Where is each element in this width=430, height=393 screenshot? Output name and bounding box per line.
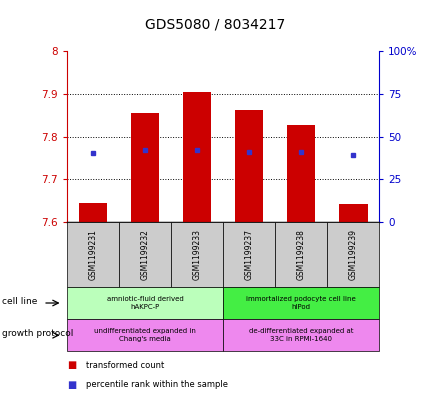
Text: immortalized podocyte cell line
hlPod: immortalized podocyte cell line hlPod (246, 296, 355, 310)
Bar (67, 319, 223, 351)
Text: GSM1199237: GSM1199237 (244, 229, 253, 280)
Text: ■: ■ (67, 360, 76, 370)
Bar (286, 125, 315, 222)
Bar (130, 113, 159, 222)
Bar (338, 204, 367, 222)
Text: GSM1199232: GSM1199232 (140, 229, 149, 280)
Text: de-differentiated expanded at
33C in RPMI-1640: de-differentiated expanded at 33C in RPM… (249, 329, 353, 342)
Bar (223, 319, 378, 351)
Text: GSM1199238: GSM1199238 (296, 229, 305, 280)
Bar (182, 92, 211, 222)
Text: percentile rank within the sample: percentile rank within the sample (86, 380, 227, 389)
Text: amniotic-fluid derived
hAKPC-P: amniotic-fluid derived hAKPC-P (106, 296, 183, 310)
Text: transformed count: transformed count (86, 361, 164, 369)
Bar (234, 110, 263, 222)
Bar (67, 222, 119, 287)
Text: GSM1199233: GSM1199233 (192, 229, 201, 280)
Bar (171, 222, 223, 287)
Bar (78, 203, 107, 222)
Text: GSM1199231: GSM1199231 (88, 229, 97, 280)
Text: GSM1199239: GSM1199239 (348, 229, 357, 280)
Text: cell line: cell line (2, 297, 37, 305)
Bar (223, 222, 274, 287)
Text: growth protocol: growth protocol (2, 329, 74, 338)
Bar (326, 222, 378, 287)
Text: GDS5080 / 8034217: GDS5080 / 8034217 (145, 18, 285, 32)
Bar (223, 287, 378, 319)
Text: undifferentiated expanded in
Chang's media: undifferentiated expanded in Chang's med… (94, 329, 195, 342)
Text: ■: ■ (67, 380, 76, 390)
Bar (274, 222, 326, 287)
Bar (67, 287, 223, 319)
Bar (119, 222, 171, 287)
